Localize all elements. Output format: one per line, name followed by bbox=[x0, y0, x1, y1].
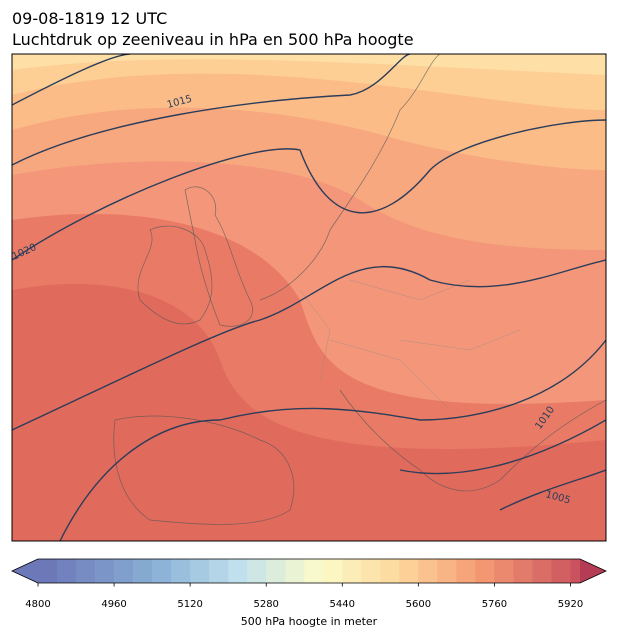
colorbar-tick-label: 5440 bbox=[330, 599, 355, 610]
colorbar-box bbox=[114, 559, 134, 583]
colorbar-box bbox=[133, 559, 153, 583]
colorbar-box bbox=[532, 559, 552, 583]
colorbar-extend-low bbox=[12, 559, 38, 583]
colorbar-box bbox=[171, 559, 191, 583]
colorbar-box bbox=[38, 559, 58, 583]
border bbox=[299, 279, 521, 411]
coastline bbox=[137, 225, 213, 325]
colorbar-box bbox=[57, 559, 77, 583]
colorbar-box bbox=[76, 559, 96, 583]
colorbar-box bbox=[342, 559, 362, 583]
title-line-1: 09-08-1819 12 UTC bbox=[12, 9, 167, 28]
height-band bbox=[12, 54, 606, 110]
coastline bbox=[113, 415, 294, 525]
isobar bbox=[499, 469, 606, 511]
colorbar-tick-label: 4800 bbox=[25, 599, 50, 610]
isobar bbox=[12, 54, 131, 106]
colorbar-tick-label: 5920 bbox=[558, 599, 583, 610]
colorbar-tick-label: 4960 bbox=[101, 599, 126, 610]
colorbar-tick-label: 5280 bbox=[253, 599, 278, 610]
map: 1015 1020 1010 1005 bbox=[12, 54, 606, 541]
colorbar-box bbox=[95, 559, 115, 583]
colorbar-box bbox=[380, 559, 400, 583]
colorbar-frame bbox=[11, 558, 607, 584]
isobar bbox=[59, 339, 606, 541]
colorbar-box bbox=[304, 559, 324, 583]
colorbar-box bbox=[570, 559, 581, 583]
colorbar-box bbox=[152, 559, 172, 583]
map-frame bbox=[11, 53, 607, 542]
colorbar-box bbox=[551, 559, 571, 583]
colorbar-label: 500 hPa hoogte in meter bbox=[241, 615, 378, 628]
colorbar-box bbox=[361, 559, 381, 583]
colorbar-box bbox=[475, 559, 495, 583]
colorbar-tick-label: 5760 bbox=[482, 599, 507, 610]
colorbar: 4800 4960 5120 5280 5440 5600 5760 5920 bbox=[11, 558, 607, 610]
colorbar-box bbox=[285, 559, 305, 583]
colorbar-box bbox=[266, 559, 286, 583]
colorbar-box bbox=[228, 559, 248, 583]
title-line-2: Luchtdruk op zeeniveau in hPa en 500 hPa… bbox=[12, 30, 414, 49]
colorbar-box bbox=[437, 559, 457, 583]
colorbar-box bbox=[513, 559, 533, 583]
coastline bbox=[184, 186, 253, 327]
colorbar-extend-high bbox=[580, 559, 606, 583]
colorbar-box bbox=[494, 559, 514, 583]
colorbar-box bbox=[456, 559, 476, 583]
colorbar-box bbox=[323, 559, 343, 583]
colorbar-box bbox=[247, 559, 267, 583]
colorbar-tick-label: 5120 bbox=[177, 599, 202, 610]
isobar bbox=[12, 54, 411, 166]
isobar bbox=[12, 259, 606, 431]
colorbar-box bbox=[209, 559, 229, 583]
coastline bbox=[339, 389, 606, 492]
colorbar-box bbox=[399, 559, 419, 583]
coastline bbox=[259, 54, 441, 301]
colorbar-tick-label: 5600 bbox=[406, 599, 431, 610]
colorbar-box bbox=[418, 559, 438, 583]
height-band bbox=[12, 54, 606, 75]
colorbar-box bbox=[190, 559, 210, 583]
isobar bbox=[399, 419, 606, 475]
isobar bbox=[12, 119, 606, 261]
